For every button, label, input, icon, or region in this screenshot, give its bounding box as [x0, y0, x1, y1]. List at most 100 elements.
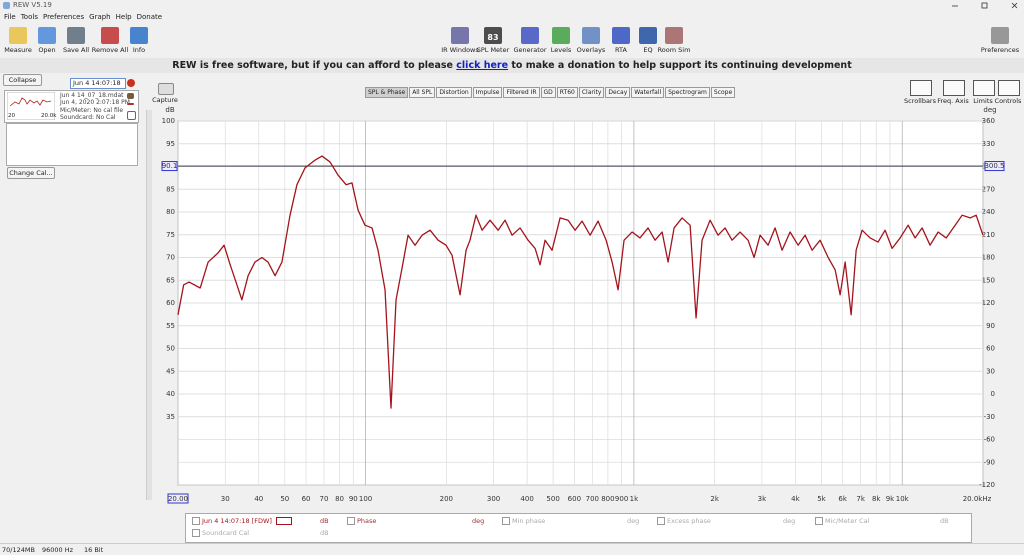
view-icon[interactable] — [910, 80, 932, 96]
legend-checkbox[interactable] — [192, 517, 200, 525]
collapse-button[interactable]: Collapse — [3, 74, 42, 86]
legend-unit: deg — [783, 517, 796, 525]
legend-checkbox[interactable] — [657, 517, 665, 525]
measurement-list — [6, 123, 138, 166]
graph-tab[interactable]: Impulse — [472, 87, 503, 98]
view-label[interactable]: Limits — [973, 97, 993, 105]
toolbar-icon[interactable] — [639, 27, 657, 44]
toolbar-icon[interactable] — [67, 27, 85, 44]
measurement-details: Jun 4 14_07_18.mdat Jun 4, 2020 2:07:18 P… — [60, 92, 130, 121]
legend-swatch[interactable] — [276, 517, 292, 525]
toolbar-icon[interactable] — [101, 27, 119, 44]
toolbar-label[interactable]: Open — [38, 46, 56, 54]
cursor-box — [984, 161, 1005, 172]
menu-bar: File Tools Preferences Graph Help Donate — [4, 13, 162, 21]
view-icon[interactable] — [998, 80, 1020, 96]
toolbar-icon[interactable] — [582, 27, 600, 44]
x-tick-label: 9k — [886, 495, 895, 503]
window-controls[interactable] — [930, 0, 1024, 11]
view-icon[interactable] — [973, 80, 995, 96]
x-tick-label: 7k — [856, 495, 865, 503]
toolbar-label[interactable]: Room Sim — [657, 46, 691, 54]
graph-tab[interactable]: Distortion — [436, 87, 472, 98]
x-tick-label: 3k — [758, 495, 767, 503]
y2-tick-label: 90 — [986, 322, 995, 330]
graph-tab[interactable]: Spectrogram — [665, 87, 710, 98]
graph-tab[interactable]: Filtered IR — [503, 87, 540, 98]
y-tick-label: 45 — [166, 367, 175, 375]
y2-tick-label: 180 — [982, 254, 995, 262]
info-icon[interactable] — [127, 111, 136, 120]
capture-label[interactable]: Capture — [152, 96, 178, 104]
toolbar-icon[interactable] — [552, 27, 570, 44]
toolbar-icon[interactable] — [130, 27, 148, 44]
scrollbar[interactable] — [146, 110, 152, 500]
change-cal-button[interactable]: Change Cal... — [7, 167, 55, 179]
menu-item[interactable]: Preferences — [42, 13, 85, 21]
x-cursor-box — [167, 493, 189, 504]
window-title: REW V5.19 — [13, 1, 52, 9]
save-icon[interactable] — [127, 93, 134, 99]
toolbar-label[interactable]: IR Windows — [441, 46, 479, 54]
y2-tick-label: -90 — [984, 458, 995, 466]
measurement-name[interactable]: Jun 4 14:07:18 — [70, 78, 126, 89]
toolbar-icon[interactable] — [38, 27, 56, 44]
legend-checkbox[interactable] — [502, 517, 510, 525]
edit-icon[interactable] — [127, 103, 134, 105]
view-label[interactable]: Controls — [994, 97, 1022, 105]
x-tick-label: 100 — [359, 495, 372, 503]
graph-tab[interactable]: Clarity — [578, 87, 605, 98]
graph-tab[interactable]: Scope — [710, 87, 736, 98]
donate-link[interactable]: click here — [456, 60, 509, 71]
view-icon[interactable] — [943, 80, 965, 96]
legend-checkbox[interactable] — [815, 517, 823, 525]
x-tick-label: 10k — [896, 495, 910, 503]
menu-item[interactable]: File — [4, 13, 16, 21]
menu-item[interactable]: Help — [115, 13, 132, 21]
menu-item[interactable]: Graph — [89, 13, 111, 21]
graph-tab[interactable]: Waterfall — [631, 87, 665, 98]
toolbar-label[interactable]: Levels — [550, 46, 572, 54]
banner-text: REW is free software, but if you can aff… — [172, 60, 453, 71]
toolbar-label[interactable]: Save All — [62, 46, 90, 54]
y-tick-label: 75 — [166, 231, 175, 239]
view-label[interactable]: Scrollbars — [904, 97, 936, 105]
view-label[interactable]: Freq. Axis — [937, 97, 969, 105]
toolbar-label[interactable]: Info — [132, 46, 146, 54]
toolbar-icon[interactable] — [612, 27, 630, 44]
toolbar-label[interactable]: Overlays — [576, 46, 606, 54]
y2-tick-label: 240 — [982, 208, 995, 216]
legend-trace-name: Excess phase — [667, 517, 711, 525]
toolbar-label[interactable]: Measure — [4, 46, 32, 54]
graph-tab[interactable]: GD — [540, 87, 556, 98]
detail-line: Jun 4, 2020 2:07:18 PM — [60, 99, 130, 107]
remove-icon[interactable] — [127, 79, 135, 87]
toolbar-label[interactable]: EQ — [643, 46, 653, 54]
graph-tab[interactable]: SPL & Phase — [365, 87, 409, 98]
menu-item[interactable]: Tools — [20, 13, 38, 21]
donation-banner: REW is free software, but if you can aff… — [0, 58, 1024, 73]
y2-tick-label: 270 — [982, 185, 995, 193]
graph-tab[interactable]: Decay — [605, 87, 631, 98]
toolbar-icon[interactable] — [484, 27, 502, 44]
legend-checkbox[interactable] — [192, 529, 200, 537]
toolbar-label[interactable]: Preferences — [980, 46, 1020, 54]
graph-tab[interactable]: All SPL — [409, 87, 436, 98]
menu-item[interactable]: Donate — [136, 13, 163, 21]
toolbar-label[interactable]: Generator — [513, 46, 547, 54]
status-item: 16 Bit — [84, 546, 104, 554]
graph-tab[interactable]: RT60 — [556, 87, 578, 98]
toolbar-icon[interactable] — [521, 27, 539, 44]
y-tick-label: 35 — [166, 413, 175, 421]
toolbar-icon[interactable] — [451, 27, 469, 44]
y-tick-label: 65 — [166, 276, 175, 284]
toolbar-label[interactable]: Remove All — [91, 46, 129, 54]
toolbar-icon[interactable] — [9, 27, 27, 44]
capture-icon[interactable] — [158, 83, 174, 95]
toolbar-label[interactable]: SPL Meter — [476, 46, 510, 54]
legend-checkbox[interactable] — [347, 517, 355, 525]
toolbar-icon[interactable] — [665, 27, 683, 44]
x-tick-label: 5k — [817, 495, 826, 503]
toolbar-icon[interactable] — [991, 27, 1009, 44]
toolbar-label[interactable]: RTA — [615, 46, 627, 54]
